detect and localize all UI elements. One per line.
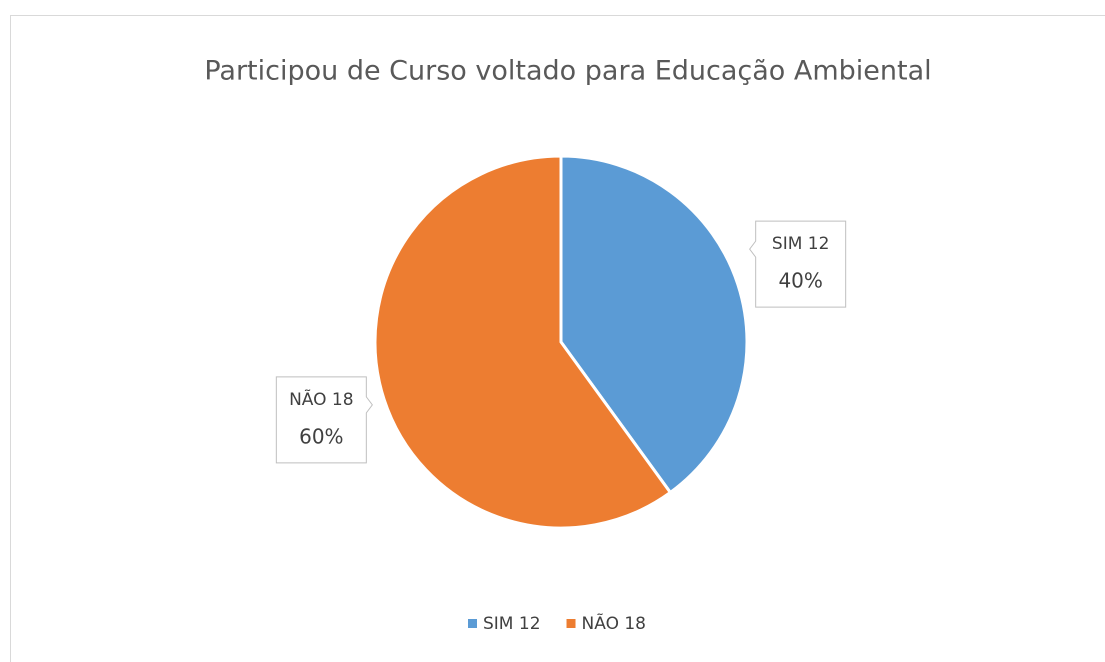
- data-label-value: 60%: [299, 424, 343, 448]
- legend-label: SIM 12: [483, 614, 541, 634]
- pie-slice: [373, 154, 673, 530]
- data-label-value: 40%: [778, 269, 822, 293]
- chart-title: Participou de Curso voltado para Educaçã…: [204, 56, 931, 87]
- legend-swatch: [566, 619, 576, 628]
- legend-swatch: [468, 619, 477, 628]
- data-label-category: SIM 12: [772, 234, 830, 254]
- legend-label: NÃO 18: [582, 612, 646, 634]
- pie-slice: [559, 154, 749, 495]
- callout-box: [749, 220, 847, 308]
- data-label-category: NÃO 18: [289, 388, 353, 410]
- callout-box: [275, 376, 373, 464]
